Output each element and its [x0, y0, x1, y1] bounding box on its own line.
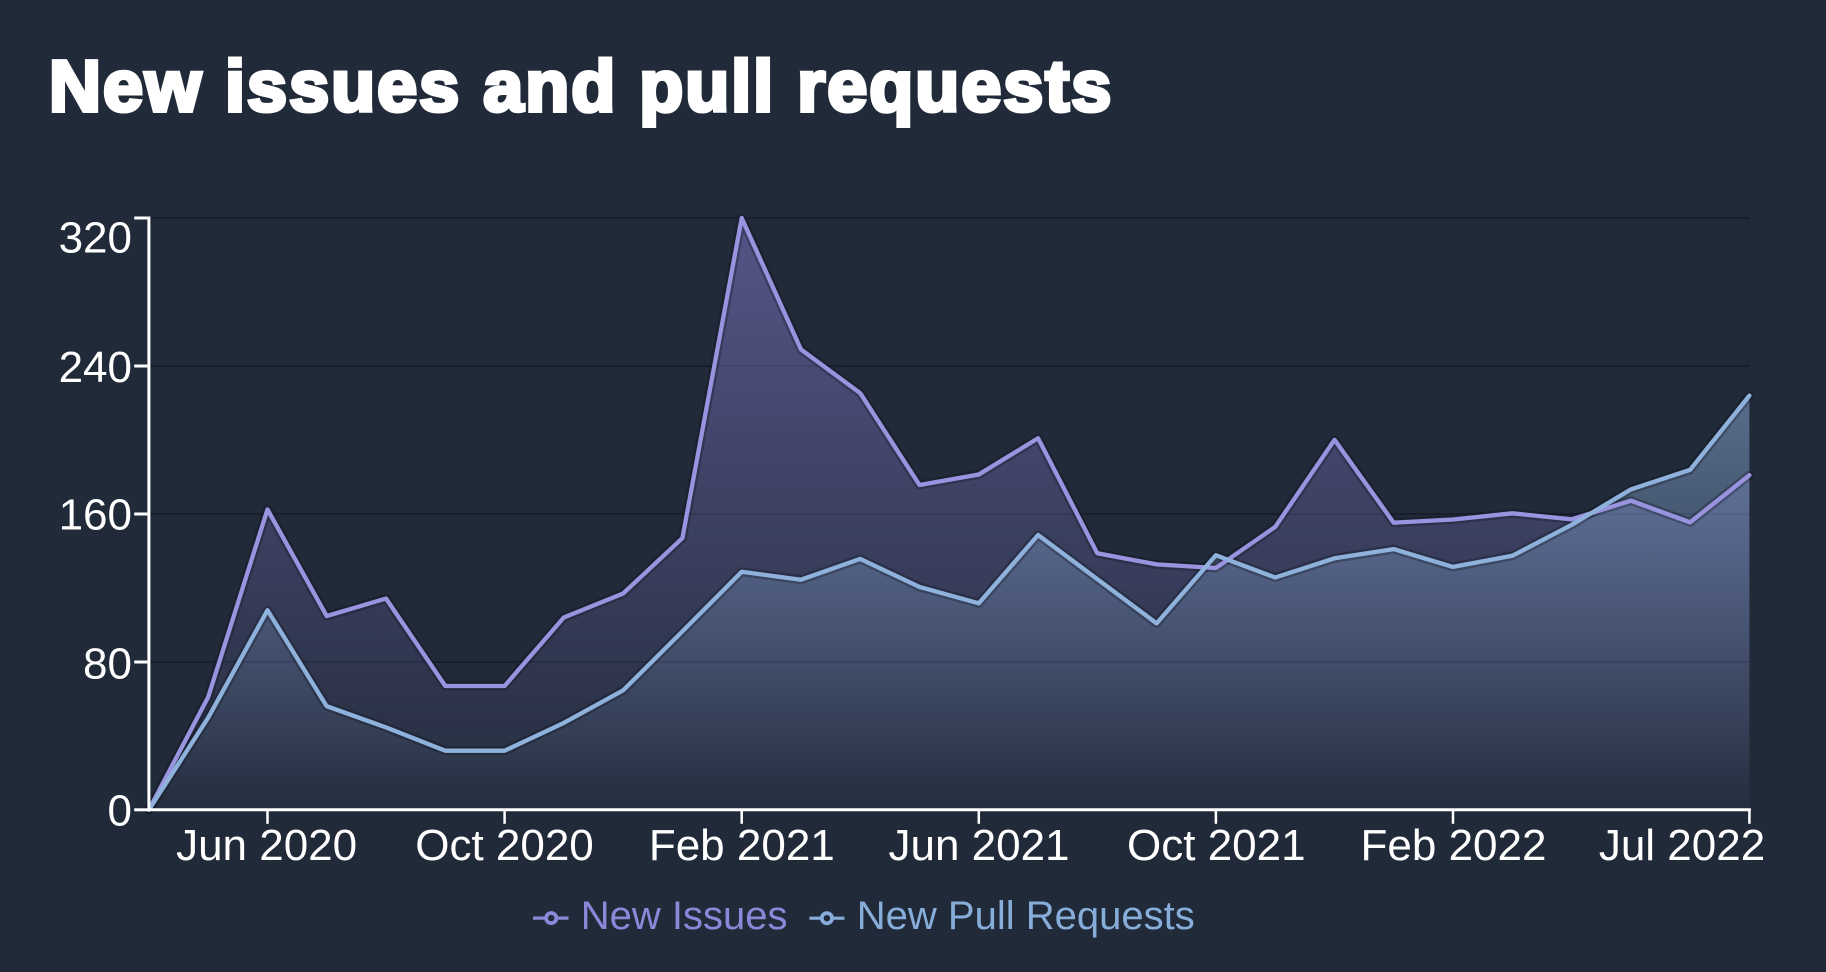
- svg-text:New Issues: New Issues: [581, 894, 788, 938]
- svg-text:Jul 2022: Jul 2022: [1599, 821, 1765, 870]
- svg-text:Oct 2020: Oct 2020: [415, 821, 594, 870]
- svg-text:Feb 2021: Feb 2021: [649, 821, 835, 870]
- svg-text:80: 80: [83, 639, 132, 688]
- svg-text:Feb 2022: Feb 2022: [1361, 821, 1547, 870]
- svg-text:Jun 2021: Jun 2021: [888, 821, 1069, 870]
- svg-text:New Pull Requests: New Pull Requests: [857, 894, 1195, 938]
- svg-text:New issues and pull requests: New issues and pull requests: [49, 47, 1113, 127]
- svg-text:Jun 2020: Jun 2020: [176, 821, 357, 870]
- svg-text:Oct 2021: Oct 2021: [1127, 821, 1306, 870]
- svg-text:320: 320: [59, 213, 132, 262]
- svg-text:160: 160: [59, 491, 132, 540]
- svg-text:240: 240: [59, 343, 132, 392]
- svg-text:0: 0: [108, 786, 132, 835]
